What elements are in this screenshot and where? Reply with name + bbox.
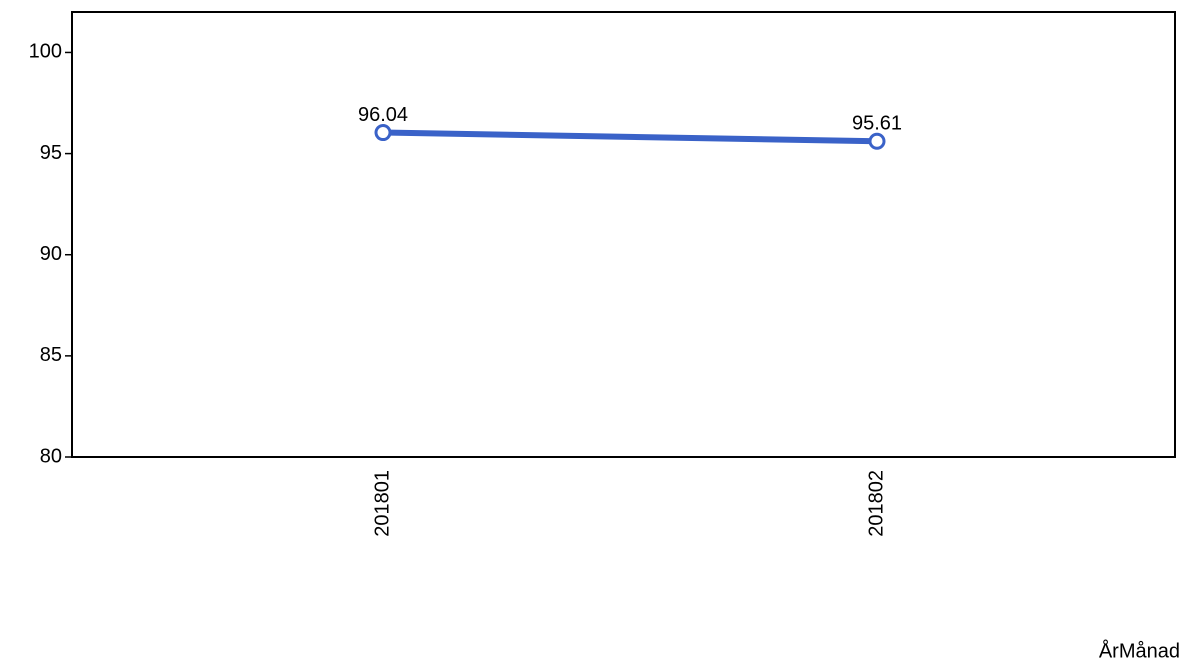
x-axis-label: ÅrMånad xyxy=(1099,639,1180,662)
plot-frame xyxy=(71,11,1176,458)
data-label: 96.04 xyxy=(358,104,408,126)
point xyxy=(868,132,886,150)
y-tick-label: 85 xyxy=(40,344,62,366)
y-tick-label: 95 xyxy=(40,142,62,164)
y-tick-label: 100 xyxy=(29,41,62,63)
y-tick-label: 90 xyxy=(40,243,62,265)
y-tick-label: 80 xyxy=(40,445,62,467)
x-tick-label: 201801 xyxy=(371,470,393,537)
line xyxy=(382,129,878,145)
point xyxy=(374,124,392,142)
data-label: 95.61 xyxy=(852,113,902,135)
x-tick-label: 201802 xyxy=(865,470,887,537)
